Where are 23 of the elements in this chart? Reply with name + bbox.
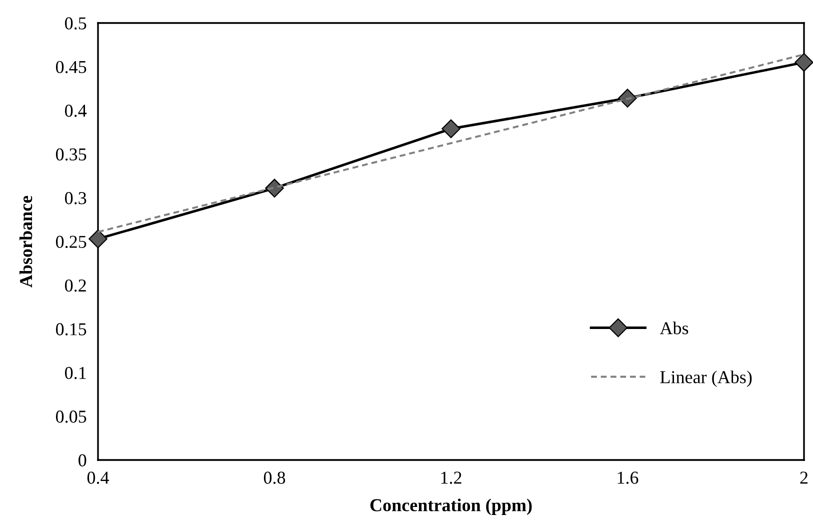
legend-label: Abs <box>660 322 688 334</box>
x-tick-label: 1.6 <box>618 472 638 484</box>
y-tick-label: 0 <box>78 454 86 466</box>
point <box>794 52 813 72</box>
y-tick-label: 0.35 <box>56 148 86 161</box>
x-axis-title: Concentration (ppm) <box>370 498 532 515</box>
y-axis-title: Absorbance <box>19 196 32 288</box>
x-tick-label: 0.8 <box>264 472 286 484</box>
point <box>88 229 108 248</box>
y-tick-label: 0.45 <box>56 60 86 74</box>
x-tick-label: 0.4 <box>87 472 110 484</box>
y-tick-label: 0.25 <box>56 236 86 248</box>
y-tick-label: 0.15 <box>56 323 86 336</box>
y-tick-label: 0.4 <box>65 104 87 117</box>
y-tick-label: 0.5 <box>65 17 86 30</box>
point <box>442 119 460 138</box>
x-tick-label: 1.2 <box>441 472 462 484</box>
y-tick-label: 0.1 <box>65 366 86 380</box>
x-tick-label: 2 <box>800 472 808 484</box>
y-tick-label: 0.3 <box>65 192 86 204</box>
y-tick-label: 0.05 <box>56 410 86 423</box>
legend-label: Linear (Abs) <box>660 370 752 387</box>
y-tick-label: 0.2 <box>65 279 86 292</box>
